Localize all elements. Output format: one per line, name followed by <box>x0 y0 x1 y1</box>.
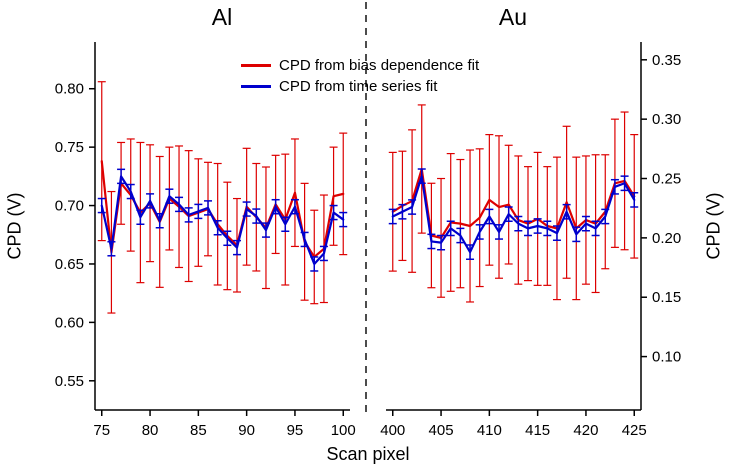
svg-text:80: 80 <box>142 422 159 439</box>
svg-text:420: 420 <box>573 422 598 439</box>
svg-text:0.75: 0.75 <box>55 139 84 156</box>
svg-text:405: 405 <box>429 422 454 439</box>
svg-text:0.35: 0.35 <box>652 52 681 69</box>
svg-text:0.25: 0.25 <box>652 171 681 188</box>
svg-text:0.80: 0.80 <box>55 81 84 98</box>
panel-title-al: Al <box>211 4 233 30</box>
left-y-axis-label: CPD (V) <box>4 192 25 260</box>
panel-title-au: Au <box>498 4 528 30</box>
red-line-swatch <box>241 64 271 67</box>
svg-text:0.20: 0.20 <box>652 230 681 247</box>
legend-item-time-series-fit: CPD from time series fit <box>241 79 479 94</box>
right-y-axis-label: CPD (V) <box>703 192 724 260</box>
blue-line-swatch <box>241 85 271 88</box>
svg-text:400: 400 <box>380 422 405 439</box>
svg-text:75: 75 <box>93 422 110 439</box>
legend-label: CPD from time series fit <box>279 78 438 95</box>
svg-text:415: 415 <box>525 422 550 439</box>
x-axis-label: Scan pixel <box>326 444 410 464</box>
svg-text:0.30: 0.30 <box>652 111 681 128</box>
svg-text:85: 85 <box>190 422 207 439</box>
svg-text:100: 100 <box>331 422 356 439</box>
svg-text:410: 410 <box>477 422 502 439</box>
svg-text:0.60: 0.60 <box>55 314 84 331</box>
svg-text:0.15: 0.15 <box>652 289 681 306</box>
legend-label: CPD from bias dependence fit <box>279 57 480 74</box>
svg-text:0.70: 0.70 <box>55 198 84 215</box>
svg-text:90: 90 <box>238 422 255 439</box>
legend-item-bias-fit: CPD from bias dependence fit <box>241 58 479 73</box>
legend: CPD from bias dependence fit CPD from ti… <box>241 58 479 94</box>
svg-text:0.55: 0.55 <box>55 373 84 390</box>
svg-text:0.10: 0.10 <box>652 349 681 366</box>
svg-text:95: 95 <box>287 422 304 439</box>
svg-text:0.65: 0.65 <box>55 256 84 273</box>
svg-text:425: 425 <box>622 422 647 439</box>
